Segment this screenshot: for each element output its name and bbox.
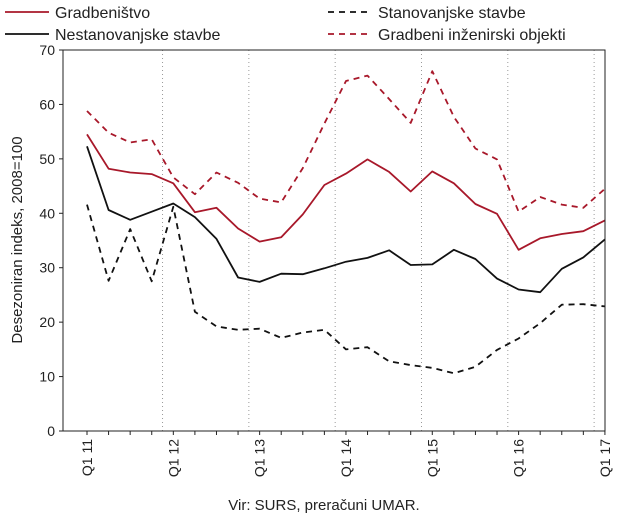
series-line-2 bbox=[86, 146, 606, 294]
legend-label: Gradbeni inženirski objekti bbox=[378, 27, 566, 44]
series-line-1 bbox=[86, 133, 606, 251]
x-tick-labels: Q1 11 Q1 12 Q1 13 Q1 14 Q1 15 Q1 16 Q1 17 bbox=[79, 439, 613, 477]
source-note: Vir: SURS, preračuni UMAR. bbox=[228, 497, 419, 514]
series-lines bbox=[86, 70, 606, 375]
plot-frame bbox=[62, 49, 606, 432]
y-tick-label: 40 bbox=[39, 205, 55, 221]
y-tick-label: 30 bbox=[39, 260, 55, 276]
y-tick-label: 20 bbox=[39, 314, 55, 330]
y-tick-label: 0 bbox=[47, 423, 55, 439]
y-tick-label: 10 bbox=[39, 369, 55, 385]
y-tick-label: 50 bbox=[39, 151, 55, 167]
legend-label: Stanovanjske stavbe bbox=[378, 5, 526, 22]
y-tick-label: 70 bbox=[39, 42, 55, 58]
x-tick-label: Q1 14 bbox=[338, 439, 354, 477]
gridlines bbox=[162, 50, 595, 431]
series-line-3 bbox=[86, 204, 605, 375]
x-tick-label: Q1 11 bbox=[79, 439, 95, 476]
axes bbox=[59, 49, 606, 435]
x-tick-label: Q1 13 bbox=[252, 439, 268, 477]
legend-label: Nestanovanjske stavbe bbox=[55, 27, 221, 44]
x-tick-label: Q1 15 bbox=[424, 439, 440, 477]
y-tick-label: 60 bbox=[39, 96, 55, 112]
series-line-4 bbox=[86, 70, 606, 213]
y-axis-label: Desezoniran indeks, 2008=100 bbox=[9, 136, 26, 343]
x-tick-label: Q1 17 bbox=[597, 439, 613, 477]
x-tick-label: Q1 12 bbox=[165, 439, 181, 477]
y-tick-labels: 0 10 20 30 40 50 60 70 bbox=[39, 42, 55, 439]
x-tick-label: Q1 16 bbox=[511, 439, 527, 477]
legend: Gradbeništvo Nestanovanjske stavbe Stanova… bbox=[5, 5, 566, 44]
legend-label: Gradbeništvo bbox=[55, 5, 150, 22]
